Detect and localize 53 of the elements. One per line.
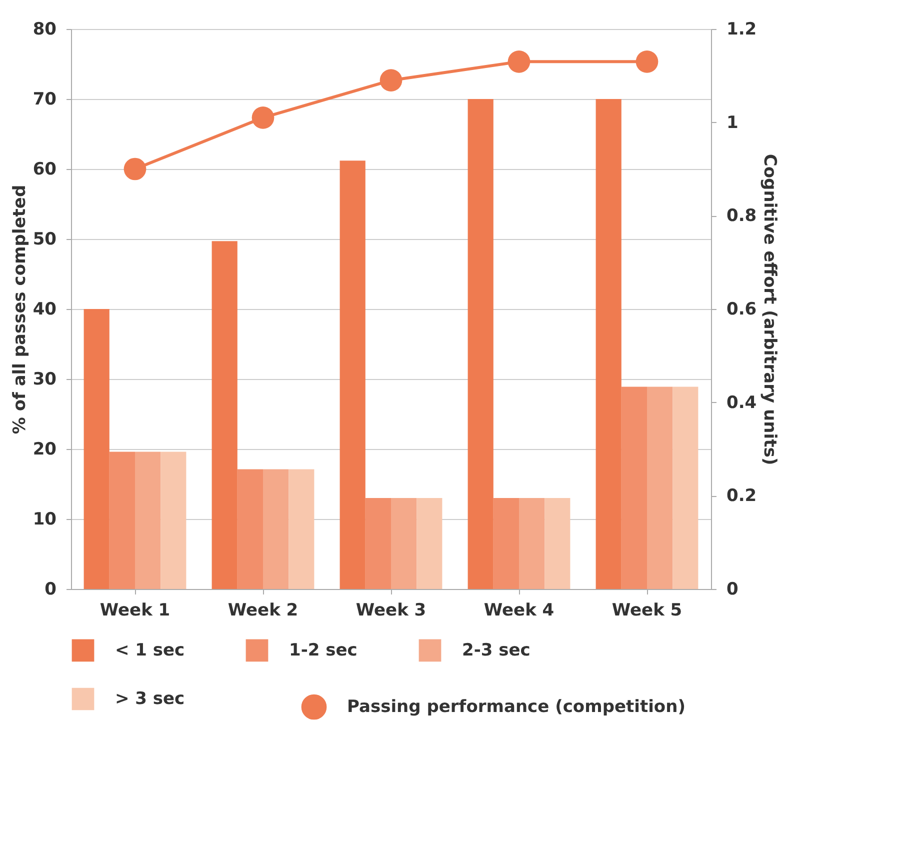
bar: [519, 498, 545, 589]
y-tick-label: 10: [32, 510, 57, 530]
y-tick-label: 50: [32, 230, 57, 250]
bar: [237, 469, 263, 589]
y2-tick-label: 0.8: [726, 206, 757, 226]
legend-label: 2-3 sec: [462, 640, 530, 660]
bar: [84, 309, 110, 589]
y-tick-label: 80: [32, 20, 57, 40]
y2-axis-title: Cognitive effort (arbitrary units): [760, 154, 780, 466]
x-tick-label: Week 3: [356, 600, 426, 620]
y2-tick-label: 0.4: [726, 392, 757, 413]
y2-tick-label: 1.2: [726, 20, 757, 40]
point: [380, 69, 402, 92]
y-tick-label: 20: [32, 440, 57, 460]
y2-tick-label: 1: [726, 112, 738, 133]
point: [252, 106, 274, 129]
y2-tick-label: 0.2: [726, 486, 757, 506]
legend-label: Passing performance (competition): [347, 697, 686, 717]
y-tick-label: 30: [32, 370, 57, 390]
bar: [391, 498, 417, 589]
bar: [160, 452, 186, 589]
x-tick-label: Week 1: [100, 600, 170, 620]
bar: [672, 386, 698, 589]
y-tick-label: 60: [32, 160, 57, 180]
bar: [596, 99, 622, 589]
bar: [109, 452, 135, 589]
bar: [288, 469, 314, 589]
bar: [621, 386, 647, 589]
legend-label: > 3 sec: [115, 689, 185, 709]
x-tick-label: Week 2: [228, 600, 298, 620]
bar: [263, 469, 289, 589]
bar: [212, 241, 238, 589]
y-tick-label: 0: [44, 580, 57, 600]
point: [636, 50, 658, 73]
legend-label: 1-2 sec: [289, 640, 358, 660]
bar: [647, 386, 673, 589]
y2-tick-label: 0.6: [726, 300, 757, 320]
point: [124, 158, 146, 180]
y-axis-title: % of all passes completed: [10, 184, 30, 434]
y-tick-label: 40: [32, 300, 57, 320]
x-tick-label: Week 4: [484, 600, 554, 620]
legend-label: < 1 sec: [115, 640, 185, 660]
bar: [340, 160, 366, 589]
bar: [135, 452, 161, 589]
bar: [416, 498, 442, 589]
bar: [544, 498, 570, 589]
point: [508, 50, 530, 73]
y2-tick-label: 0: [726, 580, 738, 600]
x-tick-label: Week 5: [612, 600, 682, 620]
bar: [365, 498, 391, 589]
bar: [493, 498, 519, 589]
y-tick-label: 70: [32, 90, 57, 110]
bar: [468, 99, 494, 589]
